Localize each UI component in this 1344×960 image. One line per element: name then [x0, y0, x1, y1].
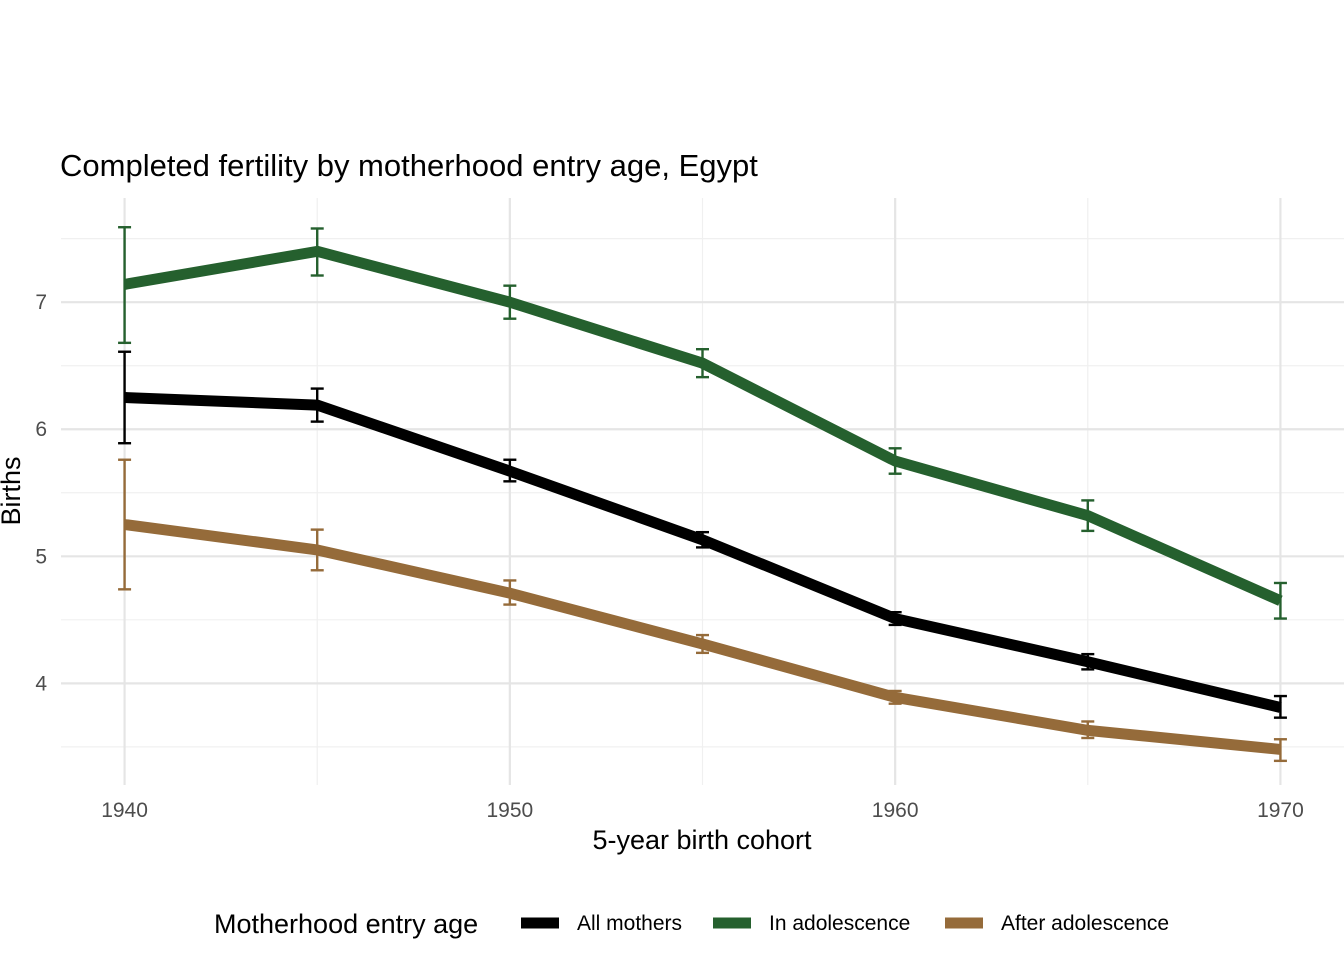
legend: Motherhood entry age All mothers In adole… [214, 909, 1169, 939]
error-bar [1273, 738, 1287, 763]
series-line [123, 519, 1281, 755]
legend-item: In adolescence [713, 912, 910, 935]
error-bar [1273, 581, 1287, 620]
legend-items: All mothers In adolescence After adolescen… [521, 912, 1169, 935]
legend-label: All mothers [577, 912, 682, 935]
grid [61, 198, 1344, 785]
legend-item: After adolescence [945, 912, 1169, 935]
series-layer [118, 226, 1287, 763]
legend-item: All mothers [521, 912, 682, 935]
series-all-mothers [118, 350, 1287, 719]
x-tick-label: 1940 [101, 799, 148, 822]
y-tick-label: 6 [35, 418, 47, 441]
x-axis-ticks: 1940 1950 1960 1970 [101, 799, 1304, 822]
y-tick-label: 5 [35, 545, 47, 568]
series-after-adolescence [118, 458, 1287, 763]
chart-title: Completed fertility by motherhood entry … [60, 148, 758, 183]
legend-title: Motherhood entry age [214, 909, 478, 939]
y-axis-ticks: 4 5 6 7 [35, 291, 47, 695]
x-axis-title: 5-year birth cohort [592, 825, 812, 855]
x-tick-label: 1950 [486, 799, 533, 822]
series-line [124, 391, 1282, 713]
x-tick-label: 1960 [872, 799, 919, 822]
y-tick-label: 4 [35, 672, 47, 695]
y-axis-title: Births [0, 456, 26, 525]
legend-label: In adolescence [769, 912, 910, 935]
series-line [123, 245, 1283, 606]
series-in-adolescence [118, 226, 1287, 620]
error-bar [118, 226, 132, 345]
legend-label: After adolescence [1001, 912, 1169, 935]
x-tick-label: 1970 [1257, 799, 1304, 822]
y-tick-label: 7 [35, 291, 47, 314]
